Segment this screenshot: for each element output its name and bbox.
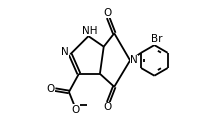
Text: N: N <box>130 55 138 65</box>
Text: O: O <box>71 105 79 115</box>
Text: Br: Br <box>151 34 162 44</box>
Text: NH: NH <box>82 26 97 36</box>
Text: O: O <box>103 8 111 18</box>
Text: O: O <box>103 102 111 112</box>
Text: N: N <box>61 47 69 57</box>
Text: O: O <box>46 84 54 94</box>
